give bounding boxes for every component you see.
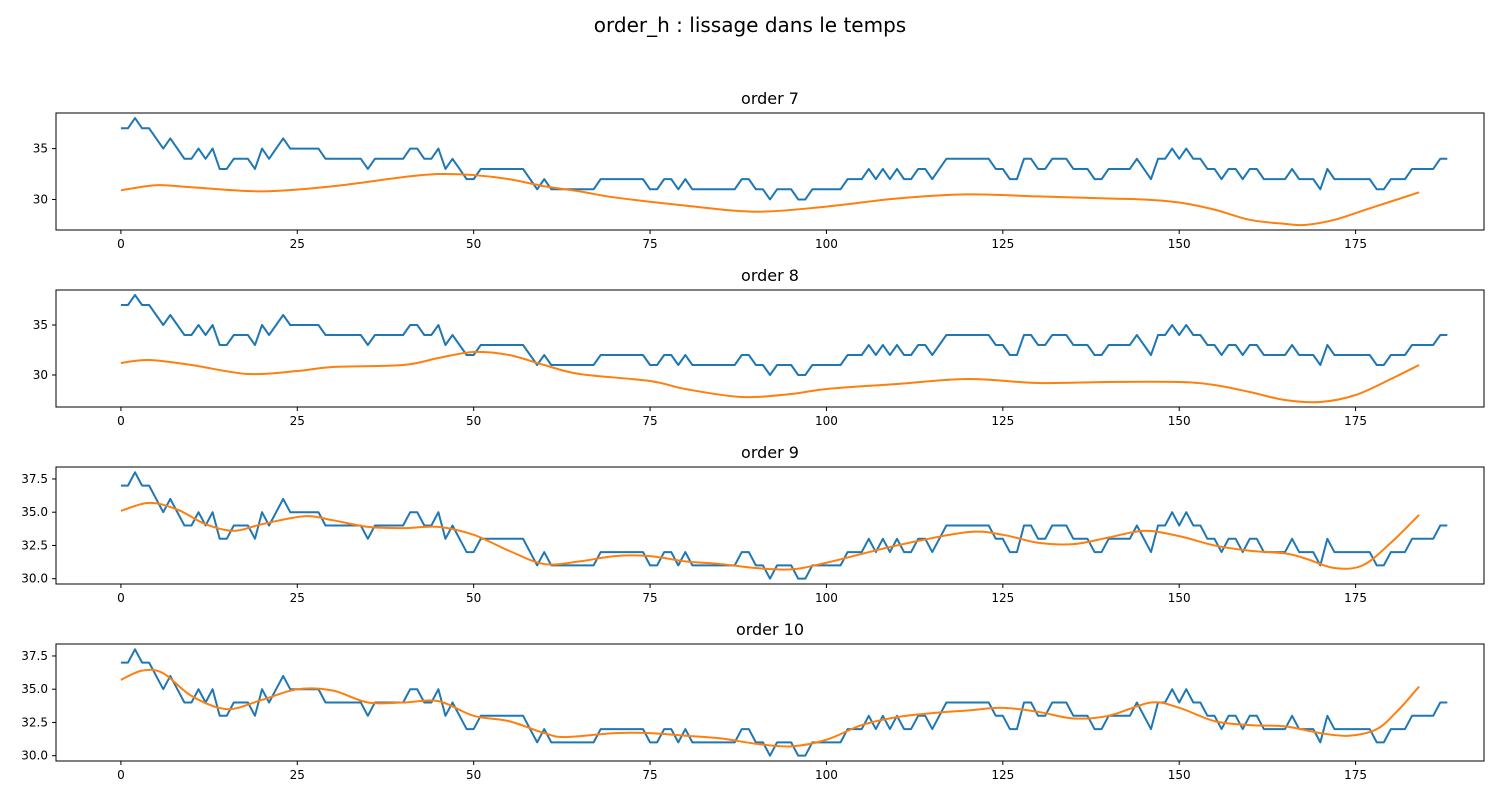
y-tick-label: 35: [33, 142, 48, 156]
x-tick-label: 75: [642, 591, 657, 605]
x-tick-label: 75: [642, 237, 657, 251]
x-tick-label: 125: [991, 237, 1014, 251]
x-tick-label: 175: [1344, 591, 1367, 605]
x-tick-label: 175: [1344, 414, 1367, 428]
raw-series-line: [120, 648, 1448, 757]
x-tick-label: 50: [466, 768, 481, 782]
x-tick-label: 50: [466, 591, 481, 605]
y-tick-label: 30: [33, 192, 48, 206]
x-tick-label: 150: [1168, 414, 1191, 428]
subplot-title: order 7: [741, 89, 799, 108]
x-tick-label: 0: [117, 237, 125, 251]
axes-frame: [55, 643, 1485, 762]
raw-series-line: [120, 294, 1448, 376]
x-tick-label: 0: [117, 768, 125, 782]
subplot-3: order 9 0 25 50 75 100 125 150 175 30.0 32.5 35.0 37…: [21, 443, 1485, 605]
subplot-title: order 10: [736, 620, 804, 639]
raw-series-line: [120, 117, 1448, 201]
smooth-series-line: [120, 172, 1420, 227]
y-tick-label: 30.0: [21, 572, 48, 586]
x-tick-label: 150: [1168, 591, 1191, 605]
x-tick-label: 100: [815, 591, 838, 605]
x-tick-label: 25: [290, 768, 305, 782]
subplot-2: order 8 0 25 50 75 100 125 150 175 30 35: [33, 266, 1485, 428]
y-tick-label: 32.5: [21, 715, 48, 729]
x-tick-label: 100: [815, 414, 838, 428]
x-tick-label: 150: [1168, 237, 1191, 251]
y-tick-label: 30.0: [21, 749, 48, 763]
axes-frame: [55, 289, 1485, 408]
x-tick-label: 25: [290, 414, 305, 428]
subplot-title: order 9: [741, 443, 799, 462]
x-tick-label: 150: [1168, 768, 1191, 782]
subplot-title: order 8: [741, 266, 799, 285]
y-tick-label: 35: [33, 318, 48, 332]
subplot-4: order 10 0 25 50 75 100 125 150 175 30.0 32.5 35.0 3…: [21, 620, 1485, 782]
x-tick-label: 0: [117, 414, 125, 428]
x-tick-label: 0: [117, 591, 125, 605]
subplots-container: order 7 0 25 50 75 100 125 150 175 30 35 order 8 0 25…: [21, 89, 1485, 782]
axes-frame: [55, 112, 1485, 231]
axes-frame: [55, 466, 1485, 585]
x-tick-label: 75: [642, 414, 657, 428]
x-tick-label: 125: [991, 768, 1014, 782]
y-tick-label: 35.0: [21, 682, 48, 696]
x-tick-label: 175: [1344, 768, 1367, 782]
smooth-series-line: [120, 350, 1420, 404]
x-tick-label: 25: [290, 237, 305, 251]
x-tick-label: 25: [290, 591, 305, 605]
smooth-series-line: [120, 668, 1420, 748]
raw-series-line: [120, 471, 1448, 580]
x-tick-label: 50: [466, 237, 481, 251]
x-tick-label: 75: [642, 768, 657, 782]
figure-suptitle: order_h : lissage dans le temps: [594, 13, 906, 37]
x-tick-label: 125: [991, 414, 1014, 428]
y-tick-label: 32.5: [21, 538, 48, 552]
y-tick-label: 35.0: [21, 505, 48, 519]
x-tick-label: 100: [815, 237, 838, 251]
subplot-1: order 7 0 25 50 75 100 125 150 175 30 35: [33, 89, 1485, 251]
smooth-series-line: [120, 501, 1420, 571]
x-tick-label: 175: [1344, 237, 1367, 251]
x-tick-label: 100: [815, 768, 838, 782]
y-tick-label: 30: [33, 368, 48, 382]
y-tick-label: 37.5: [21, 649, 48, 663]
x-tick-label: 50: [466, 414, 481, 428]
x-tick-label: 125: [991, 591, 1014, 605]
y-tick-label: 37.5: [21, 472, 48, 486]
